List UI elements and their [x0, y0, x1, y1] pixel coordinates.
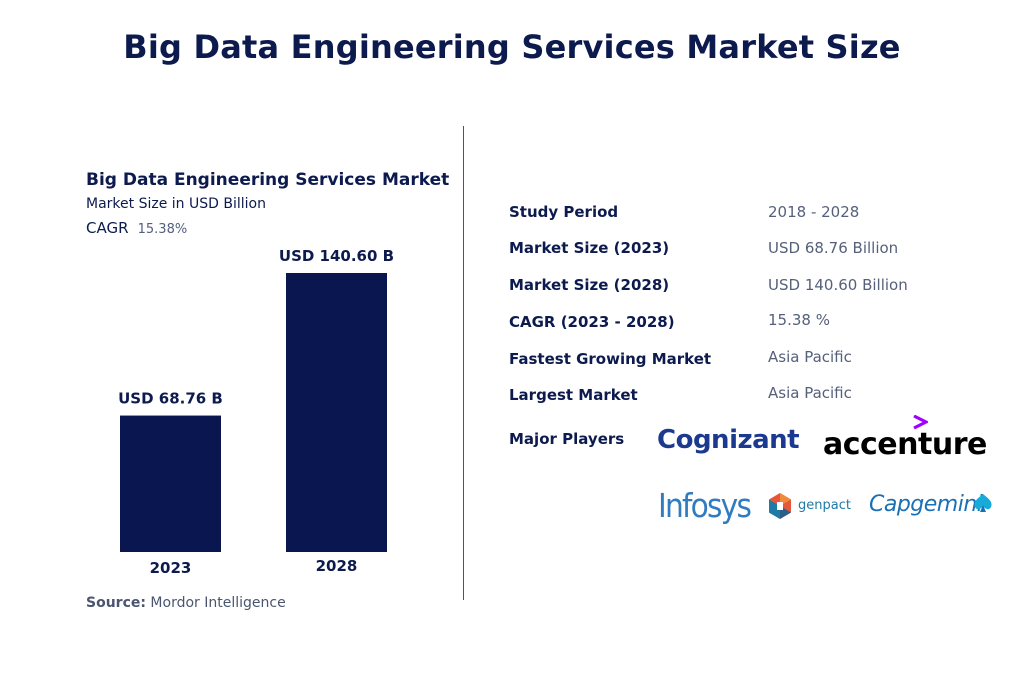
cagr-value: 15.38%	[137, 222, 188, 237]
info-key: Market Size (2028)	[509, 276, 670, 294]
source-note: Source: Mordor Intelligence	[86, 595, 286, 611]
info-value: Asia Pacific	[768, 348, 852, 366]
info-row-market-size-2028: Market Size (2028) USD 140.60 Billion	[509, 276, 989, 300]
info-value: 15.38 %	[768, 311, 830, 329]
info-row-cagr: CAGR (2023 - 2028) 15.38 %	[509, 311, 989, 337]
source-label: Source:	[86, 595, 146, 611]
accenture-arrow-icon	[913, 415, 928, 429]
info-value: Asia Pacific	[768, 384, 852, 402]
info-row-study-period: Study Period 2018 - 2028	[509, 203, 989, 227]
capgemini-spade-icon	[974, 494, 992, 512]
capgemini-logo: Capgemini	[869, 492, 983, 517]
infosys-logo: Infosys	[658, 486, 752, 525]
cognizant-logo: Cognizant	[657, 425, 800, 455]
info-value: 2018 - 2028	[768, 203, 860, 221]
page-title: Big Data Engineering Services Market Siz…	[123, 28, 901, 66]
info-key: Largest Market	[509, 386, 638, 404]
bar-value-label: USD 68.76 B	[118, 390, 223, 408]
chart-cagr: CAGR 15.38%	[86, 218, 187, 237]
x-tick-label: 2023	[150, 559, 192, 577]
vertical-divider	[463, 126, 464, 600]
accenture-logo: accenture	[823, 427, 987, 462]
genpact-logo: genpact	[798, 498, 851, 513]
genpact-hexagon-icon	[769, 493, 791, 519]
bar-2028	[286, 273, 387, 552]
chart-title: Big Data Engineering Services Market	[86, 170, 450, 190]
source-text: Mordor Intelligence	[150, 595, 286, 611]
info-row-fastest-growing-market: Fastest Growing Market Asia Pacific	[509, 348, 989, 374]
bar-value-label: USD 140.60 B	[279, 247, 394, 265]
major-players-label: Major Players	[509, 430, 625, 448]
bar-2023	[120, 415, 221, 552]
info-key: Market Size (2023)	[509, 239, 670, 257]
info-key: Study Period	[509, 203, 619, 221]
info-row-market-size-2023: Market Size (2023) USD 68.76 Billion	[509, 239, 989, 263]
info-key: CAGR (2023 - 2028)	[509, 313, 675, 331]
info-value: USD 140.60 Billion	[768, 276, 908, 294]
x-tick-label: 2028	[316, 557, 358, 575]
cagr-label: CAGR	[86, 219, 129, 237]
chart-subtitle: Market Size in USD Billion	[86, 196, 266, 212]
info-key: Fastest Growing Market	[509, 350, 712, 368]
info-row-largest-market: Largest Market Asia Pacific	[509, 384, 989, 410]
info-value: USD 68.76 Billion	[768, 239, 899, 257]
